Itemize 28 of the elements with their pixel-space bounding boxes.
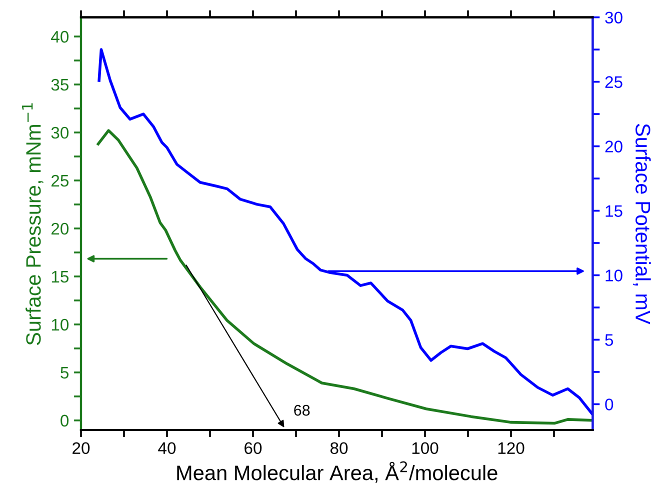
line-series xyxy=(98,48,593,416)
y2-tick-label: 15 xyxy=(606,205,622,217)
y-tick-label: 10 xyxy=(52,318,69,331)
x-tick-label: 100 xyxy=(412,442,438,454)
y-tick-label: 35 xyxy=(51,78,68,91)
x-axis-title: Mean Molecular Area, Å$^{2}$/molecule xyxy=(177,461,498,483)
x-tick-label: 120 xyxy=(498,442,524,454)
x-tick-label: 80 xyxy=(330,442,348,454)
line-series xyxy=(96,129,593,425)
y2-tick-label: 30 xyxy=(605,12,622,24)
y-tick-label: 30 xyxy=(51,126,69,139)
y2-tick-label: 25 xyxy=(605,76,622,88)
annotation: 68 xyxy=(294,404,310,416)
x-tick-label: 40 xyxy=(158,442,176,454)
y-tick-label: 25 xyxy=(51,174,68,187)
y2-tick-label: 20 xyxy=(605,140,622,152)
x-tick-label: 20 xyxy=(72,442,90,454)
y-tick-label: 20 xyxy=(51,222,69,235)
y-tick-label: 15 xyxy=(52,271,68,283)
x-tick-label: 60 xyxy=(244,442,262,454)
y2-tick-label: 10 xyxy=(606,270,622,282)
y-tick-label: 5 xyxy=(60,366,68,379)
y-tick-label: 0 xyxy=(60,414,69,427)
y2-tick-label: 0 xyxy=(605,398,614,410)
y2-axis-title: Surface Potential, mV xyxy=(633,124,651,324)
y-axis-title: Surface Pressure, mNm$^{−1}$ xyxy=(22,103,44,345)
y-tick-label: 40 xyxy=(51,30,69,43)
y2-tick-label: 5 xyxy=(605,334,614,346)
